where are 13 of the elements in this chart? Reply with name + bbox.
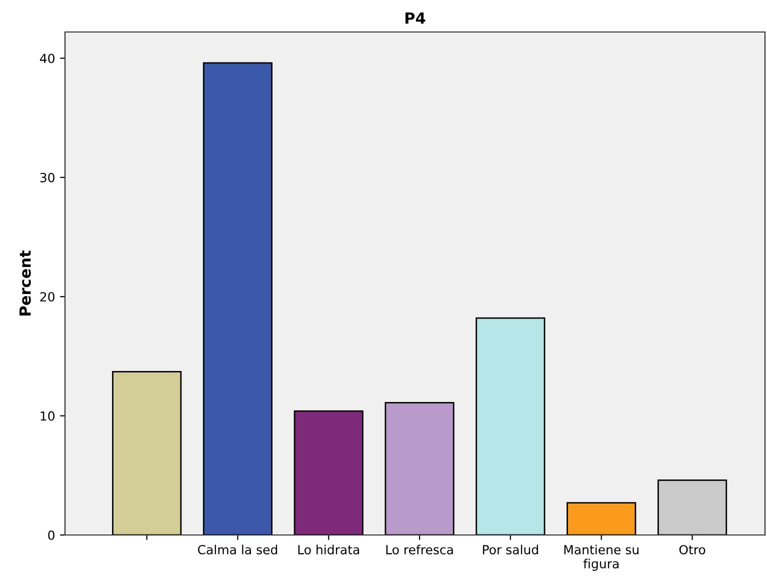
x-tick-label: Mantiene su figura [564,544,638,571]
x-tick-label: Por salud [483,544,538,554]
y-tick-label: 10 [40,411,54,421]
y-tick-label: 40 [40,54,54,64]
x-tick-label: Lo hidrata [298,544,360,554]
x-tick-label: Otro [679,544,706,554]
x-tick-label: Calma la sed [198,544,278,554]
x-tick-label: Lo refresca [386,544,453,554]
y-axis-title: Percent [20,250,31,316]
y-tick-label: 20 [40,292,54,302]
y-tick-label: 0 [48,530,54,540]
y-tick-label: 30 [40,172,54,182]
chart-title: P4 [405,12,426,24]
